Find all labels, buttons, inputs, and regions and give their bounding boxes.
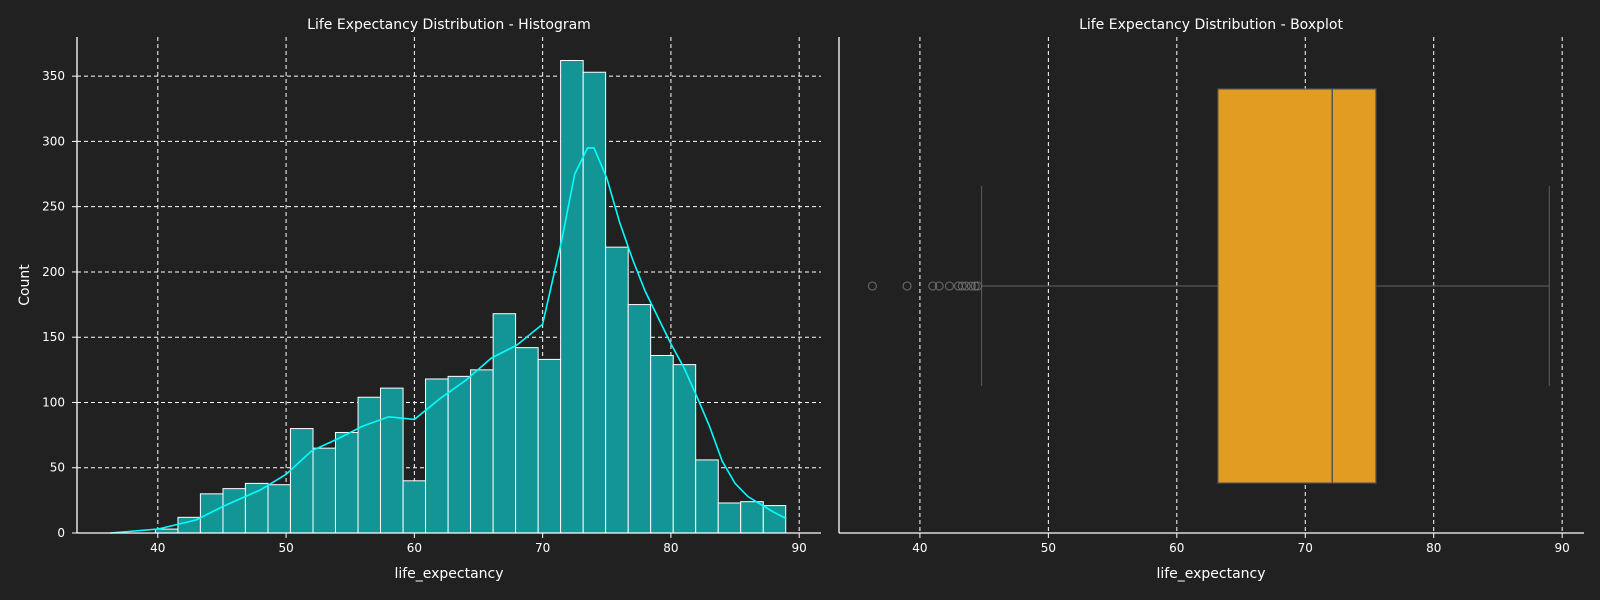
boxplot-title: Life Expectancy Distribution - Boxplot bbox=[1079, 17, 1343, 33]
histogram-bar bbox=[447, 375, 472, 534]
histogram-title: Life Expectancy Distribution - Histogram bbox=[307, 17, 591, 33]
histogram-bar bbox=[289, 428, 314, 534]
histogram-y-tick-label: 200 bbox=[42, 265, 65, 279]
histogram-bar bbox=[650, 354, 674, 534]
histogram-y-tick-label: 250 bbox=[42, 200, 65, 214]
histogram-x-tick-label: 50 bbox=[278, 541, 293, 555]
histogram-y-tick-label: 50 bbox=[50, 461, 65, 475]
boxplot-outliers bbox=[867, 281, 983, 291]
boxplot-x-tick-label: 50 bbox=[1041, 541, 1056, 555]
boxplot-x-tick-label: 40 bbox=[912, 541, 927, 555]
histogram-bar bbox=[267, 484, 291, 534]
boxplot-x-tick-label: 90 bbox=[1555, 541, 1570, 555]
histogram-x-tick-label: 60 bbox=[407, 541, 422, 555]
boxplot-outlier bbox=[966, 281, 976, 291]
histogram-bar bbox=[357, 396, 382, 534]
histogram-x-tick-label: 40 bbox=[150, 541, 165, 555]
histogram-y-tick-label: 300 bbox=[42, 134, 65, 148]
histogram-bar bbox=[740, 501, 764, 534]
histogram-bar bbox=[537, 358, 562, 534]
boxplot-outlier bbox=[961, 281, 971, 291]
histogram-y-tick-label: 350 bbox=[42, 69, 65, 83]
boxplot-glyph bbox=[980, 88, 1550, 484]
boxplot-x-axis-label: life_expectancy bbox=[1156, 566, 1265, 582]
histogram-x-ticks: 40 50 60 70 80 90 bbox=[150, 533, 807, 555]
histogram-x-tick-label: 70 bbox=[535, 541, 550, 555]
boxplot-x-ticks: 40 50 60 70 80 90 bbox=[912, 533, 1570, 555]
histogram-y-axis-label: Count bbox=[17, 264, 33, 306]
boxplot-x-tick-label: 80 bbox=[1426, 541, 1441, 555]
histogram-bar bbox=[717, 502, 742, 534]
histogram-bar bbox=[695, 459, 719, 534]
histogram-bar bbox=[470, 369, 494, 534]
boxplot-x-tick-label: 60 bbox=[1169, 541, 1184, 555]
histogram-bar bbox=[605, 246, 629, 534]
histogram-bar bbox=[222, 488, 246, 534]
kde-line bbox=[110, 147, 787, 534]
histogram-x-axis-label: life_expectancy bbox=[394, 566, 503, 582]
boxplot-outlier bbox=[973, 281, 983, 291]
histogram-bar bbox=[762, 505, 787, 534]
histogram-x-tick-label: 90 bbox=[792, 541, 807, 555]
boxplot-outlier bbox=[902, 281, 912, 291]
boxplot-outlier bbox=[928, 281, 938, 291]
boxplot-outlier bbox=[970, 281, 980, 291]
histogram-y-tick-label: 0 bbox=[57, 526, 65, 540]
histogram-bar bbox=[515, 347, 539, 534]
boxplot-box bbox=[1217, 88, 1377, 484]
boxplot-outlier bbox=[934, 281, 944, 291]
histogram-bar bbox=[560, 59, 584, 534]
histogram-x-tick-label: 80 bbox=[663, 541, 678, 555]
histogram-bar bbox=[312, 447, 336, 534]
histogram-y-tick-label: 150 bbox=[42, 330, 65, 344]
histogram-bar bbox=[672, 364, 697, 534]
histogram-bars bbox=[154, 59, 787, 534]
histogram-panel: 40 50 60 70 80 90 0 50 100 150 200 250 300 350 Life … bbox=[17, 17, 821, 582]
histogram-bar bbox=[402, 480, 427, 534]
histogram-y-ticks: 0 50 100 150 200 250 300 350 bbox=[42, 69, 77, 540]
boxplot-outlier bbox=[944, 281, 955, 291]
histogram-bar bbox=[627, 304, 652, 534]
histogram-bar bbox=[380, 387, 404, 534]
histogram-bar bbox=[334, 431, 359, 534]
boxplot-panel: 40 50 60 70 80 90 Life Expectancy Distributio… bbox=[838, 17, 1584, 582]
histogram-bar bbox=[582, 71, 607, 534]
histogram-bar bbox=[199, 493, 224, 534]
boxplot-x-tick-label: 70 bbox=[1298, 541, 1313, 555]
boxplot-outlier bbox=[957, 281, 967, 291]
histogram-y-tick-label: 100 bbox=[42, 395, 65, 409]
boxplot-outlier bbox=[867, 281, 877, 291]
